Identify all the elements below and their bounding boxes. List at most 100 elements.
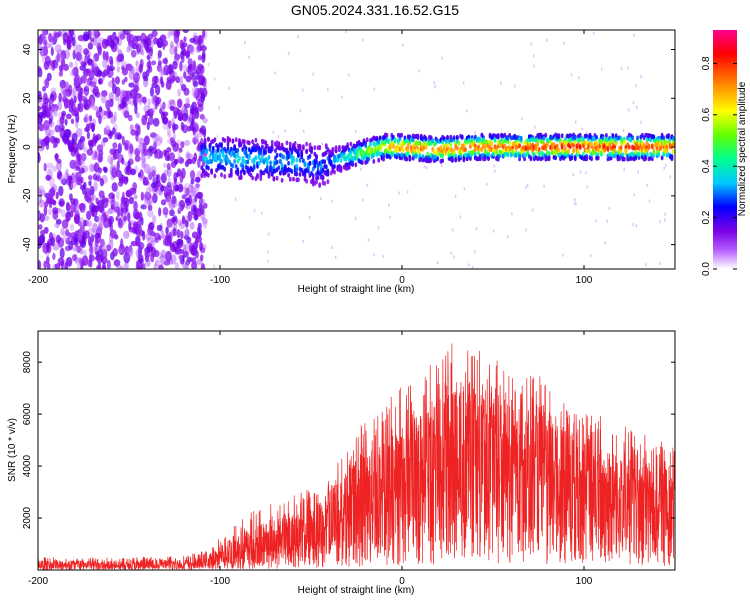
heatmap-cell bbox=[191, 71, 196, 78]
heatmap-cell bbox=[295, 163, 299, 169]
heatmap-cell bbox=[109, 98, 114, 108]
heatmap-cell bbox=[471, 265, 474, 269]
heatmap-cell bbox=[62, 90, 68, 99]
heatmap-cell bbox=[265, 165, 269, 171]
heatmap-cell bbox=[321, 174, 325, 180]
heatmap-cell bbox=[188, 194, 192, 205]
heatmap-cell bbox=[172, 228, 177, 237]
heatmap-cell bbox=[79, 135, 86, 143]
heatmap-cell bbox=[87, 42, 94, 50]
heatmap-cell bbox=[79, 184, 84, 190]
heatmap-cell bbox=[543, 184, 545, 188]
heatmap-cell bbox=[192, 256, 197, 264]
heatmap-cell bbox=[202, 168, 205, 174]
heatmap-cell bbox=[96, 265, 101, 269]
heatmap-cell bbox=[228, 86, 230, 90]
heatmap-cell bbox=[483, 146, 487, 152]
heatmap-cell bbox=[216, 135, 219, 139]
heatmap-cell bbox=[120, 60, 127, 68]
heatmap-cell bbox=[305, 149, 308, 155]
heatmap-cell bbox=[92, 222, 98, 234]
heatmap-cell bbox=[298, 165, 301, 169]
heatmap-cell bbox=[187, 69, 192, 76]
heatmap-cell bbox=[64, 118, 68, 126]
heatmap-cell bbox=[149, 112, 153, 119]
heatmap-cell bbox=[76, 262, 82, 269]
heatmap-cell bbox=[89, 245, 94, 256]
heatmap-cell bbox=[116, 66, 121, 73]
heatmap-cell bbox=[148, 221, 155, 230]
heatmap-cell bbox=[164, 150, 170, 162]
heatmap-cell bbox=[147, 65, 153, 73]
heatmap-cell bbox=[175, 185, 179, 192]
heatmap-cell bbox=[171, 75, 176, 82]
heatmap-cell bbox=[598, 143, 602, 149]
heatmap-cell bbox=[614, 141, 618, 147]
heatmap-cell bbox=[312, 72, 314, 76]
heatmap-cell bbox=[56, 172, 61, 180]
heatmap-cell bbox=[197, 191, 204, 200]
heatmap-cell bbox=[492, 151, 495, 157]
heatmap-cell bbox=[151, 30, 158, 37]
heatmap-cell bbox=[99, 215, 105, 225]
heatmap-cell bbox=[90, 37, 95, 43]
heatmap-cell bbox=[213, 77, 216, 81]
heatmap-cell bbox=[645, 263, 647, 267]
heatmap-cell bbox=[158, 235, 162, 241]
heatmap-cell bbox=[495, 149, 498, 155]
heatmap-cell bbox=[252, 165, 256, 171]
heatmap-cell bbox=[158, 207, 162, 217]
heatmap-cell bbox=[94, 151, 98, 159]
heatmap-cell bbox=[72, 66, 79, 77]
heatmap-cell bbox=[130, 50, 137, 58]
heatmap-cell bbox=[440, 164, 443, 167]
heatmap-cell bbox=[659, 220, 661, 224]
heatmap-cell bbox=[146, 151, 152, 160]
heatmap-cell bbox=[49, 186, 56, 197]
heatmap-cell bbox=[60, 227, 65, 236]
heatmap-cell bbox=[595, 140, 598, 146]
heatmap-cell bbox=[89, 81, 97, 87]
heatmap-cell bbox=[123, 176, 129, 185]
heatmap-cell bbox=[533, 54, 535, 58]
heatmap-cell bbox=[93, 31, 101, 38]
heatmap-cell bbox=[76, 245, 82, 254]
heatmap-cell bbox=[38, 43, 42, 50]
heatmap-cell bbox=[123, 215, 127, 222]
heatmap-cell bbox=[182, 112, 188, 122]
heatmap-cell bbox=[587, 144, 590, 150]
spectrogram-x-tick-label: -100 bbox=[210, 275, 230, 286]
heatmap-cell bbox=[84, 127, 90, 133]
spectrogram-x-ticks: -200 -100 0 100 bbox=[28, 30, 593, 286]
heatmap-cell bbox=[308, 215, 311, 219]
heatmap-cell bbox=[101, 265, 107, 269]
heatmap-cell bbox=[56, 158, 62, 164]
heatmap-cell bbox=[63, 98, 69, 110]
heatmap-cell bbox=[38, 260, 42, 269]
heatmap-cell bbox=[138, 258, 144, 264]
heatmap-cell bbox=[108, 239, 114, 250]
heatmap-cell bbox=[117, 134, 123, 140]
heatmap-cell bbox=[58, 185, 64, 197]
heatmap-cell bbox=[90, 234, 95, 243]
heatmap-cell bbox=[186, 97, 190, 108]
heatmap-cell bbox=[113, 206, 121, 213]
heatmap-cell bbox=[185, 260, 191, 266]
heatmap-cell bbox=[65, 228, 70, 237]
heatmap-cell bbox=[177, 115, 184, 121]
heatmap-cell bbox=[168, 30, 172, 37]
heatmap-cell bbox=[71, 36, 76, 47]
snr-y-axis-label: SNR (10 * v/v) bbox=[7, 418, 18, 482]
heatmap-cell bbox=[302, 129, 305, 133]
heatmap-cell bbox=[50, 46, 54, 56]
heatmap-cell bbox=[354, 130, 357, 134]
heatmap-cell bbox=[144, 110, 151, 117]
heatmap-cell bbox=[176, 248, 181, 254]
heatmap-cell bbox=[55, 218, 62, 225]
heatmap-cell bbox=[85, 220, 90, 227]
heatmap-cell bbox=[200, 254, 204, 262]
heatmap-cell bbox=[187, 210, 193, 222]
heatmap-cell bbox=[310, 149, 313, 155]
heatmap-cell bbox=[147, 98, 151, 109]
heatmap-cell bbox=[62, 32, 69, 43]
